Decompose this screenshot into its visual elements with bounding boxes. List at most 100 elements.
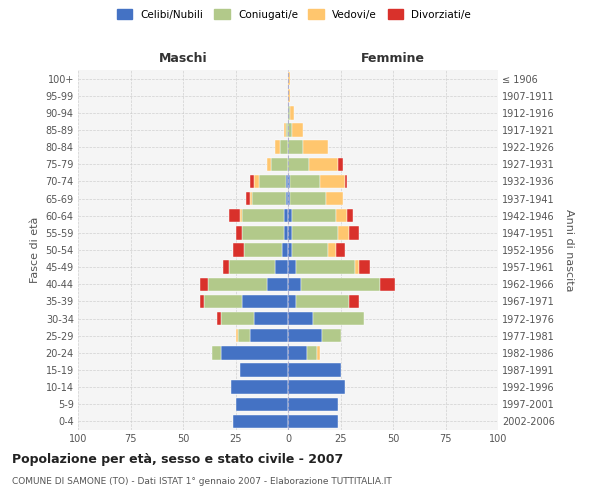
Legend: Celibi/Nubili, Coniugati/e, Vedovi/e, Divorziati/e: Celibi/Nubili, Coniugati/e, Vedovi/e, Di…: [113, 5, 475, 24]
Bar: [347, 209, 353, 222]
Bar: [221, 312, 254, 326]
Bar: [292, 226, 338, 239]
Bar: [235, 398, 288, 411]
Bar: [271, 158, 288, 171]
Bar: [290, 106, 295, 120]
Bar: [252, 192, 286, 205]
Bar: [242, 294, 288, 308]
Bar: [296, 260, 355, 274]
Bar: [204, 294, 242, 308]
Bar: [349, 226, 359, 239]
Bar: [288, 226, 292, 239]
Bar: [296, 294, 349, 308]
Bar: [338, 226, 349, 239]
Bar: [284, 209, 288, 222]
Bar: [337, 244, 344, 256]
Bar: [250, 329, 288, 342]
Bar: [235, 226, 242, 239]
Bar: [288, 244, 292, 256]
Bar: [280, 140, 288, 154]
Bar: [288, 398, 338, 411]
Bar: [320, 174, 344, 188]
Bar: [309, 158, 338, 171]
Bar: [212, 346, 221, 360]
Bar: [317, 346, 320, 360]
Bar: [301, 278, 380, 291]
Bar: [292, 124, 303, 136]
Bar: [240, 364, 288, 376]
Bar: [223, 260, 229, 274]
Bar: [259, 174, 286, 188]
Bar: [240, 209, 242, 222]
Bar: [244, 244, 282, 256]
Bar: [200, 294, 204, 308]
Bar: [380, 278, 395, 291]
Bar: [322, 329, 341, 342]
Bar: [229, 260, 275, 274]
Bar: [267, 158, 271, 171]
Bar: [286, 192, 288, 205]
Text: Maschi: Maschi: [158, 52, 208, 65]
Bar: [286, 174, 288, 188]
Bar: [288, 329, 322, 342]
Bar: [355, 260, 359, 274]
Bar: [338, 158, 343, 171]
Bar: [288, 364, 341, 376]
Bar: [288, 174, 290, 188]
Bar: [286, 124, 288, 136]
Bar: [232, 380, 288, 394]
Bar: [288, 312, 313, 326]
Bar: [284, 226, 288, 239]
Y-axis label: Fasce di età: Fasce di età: [30, 217, 40, 283]
Bar: [326, 192, 343, 205]
Bar: [359, 260, 370, 274]
Bar: [217, 312, 221, 326]
Bar: [288, 72, 290, 86]
Bar: [290, 192, 326, 205]
Bar: [303, 140, 328, 154]
Bar: [229, 209, 240, 222]
Bar: [250, 192, 252, 205]
Bar: [288, 124, 292, 136]
Bar: [254, 174, 259, 188]
Y-axis label: Anni di nascita: Anni di nascita: [565, 209, 574, 291]
Bar: [288, 192, 290, 205]
Bar: [292, 209, 337, 222]
Bar: [254, 312, 288, 326]
Bar: [242, 209, 284, 222]
Bar: [288, 106, 290, 120]
Bar: [282, 244, 288, 256]
Bar: [288, 158, 309, 171]
Bar: [288, 209, 292, 222]
Bar: [246, 192, 250, 205]
Bar: [288, 294, 296, 308]
Bar: [307, 346, 317, 360]
Bar: [267, 278, 288, 291]
Bar: [275, 260, 288, 274]
Bar: [288, 260, 296, 274]
Bar: [345, 174, 347, 188]
Bar: [349, 294, 359, 308]
Bar: [238, 329, 250, 342]
Bar: [233, 244, 244, 256]
Bar: [288, 140, 303, 154]
Bar: [288, 89, 290, 102]
Bar: [288, 380, 345, 394]
Bar: [337, 209, 347, 222]
Text: Popolazione per età, sesso e stato civile - 2007: Popolazione per età, sesso e stato civil…: [12, 452, 343, 466]
Bar: [313, 312, 364, 326]
Bar: [288, 414, 338, 428]
Text: Femmine: Femmine: [361, 52, 425, 65]
Text: COMUNE DI SAMONE (TO) - Dati ISTAT 1° gennaio 2007 - Elaborazione TUTTITALIA.IT: COMUNE DI SAMONE (TO) - Dati ISTAT 1° ge…: [12, 478, 392, 486]
Bar: [221, 346, 288, 360]
Bar: [233, 414, 288, 428]
Bar: [284, 124, 286, 136]
Bar: [200, 278, 208, 291]
Bar: [292, 244, 328, 256]
Bar: [288, 278, 301, 291]
Bar: [250, 174, 254, 188]
Bar: [208, 278, 267, 291]
Bar: [275, 140, 280, 154]
Bar: [290, 174, 320, 188]
Bar: [242, 226, 284, 239]
